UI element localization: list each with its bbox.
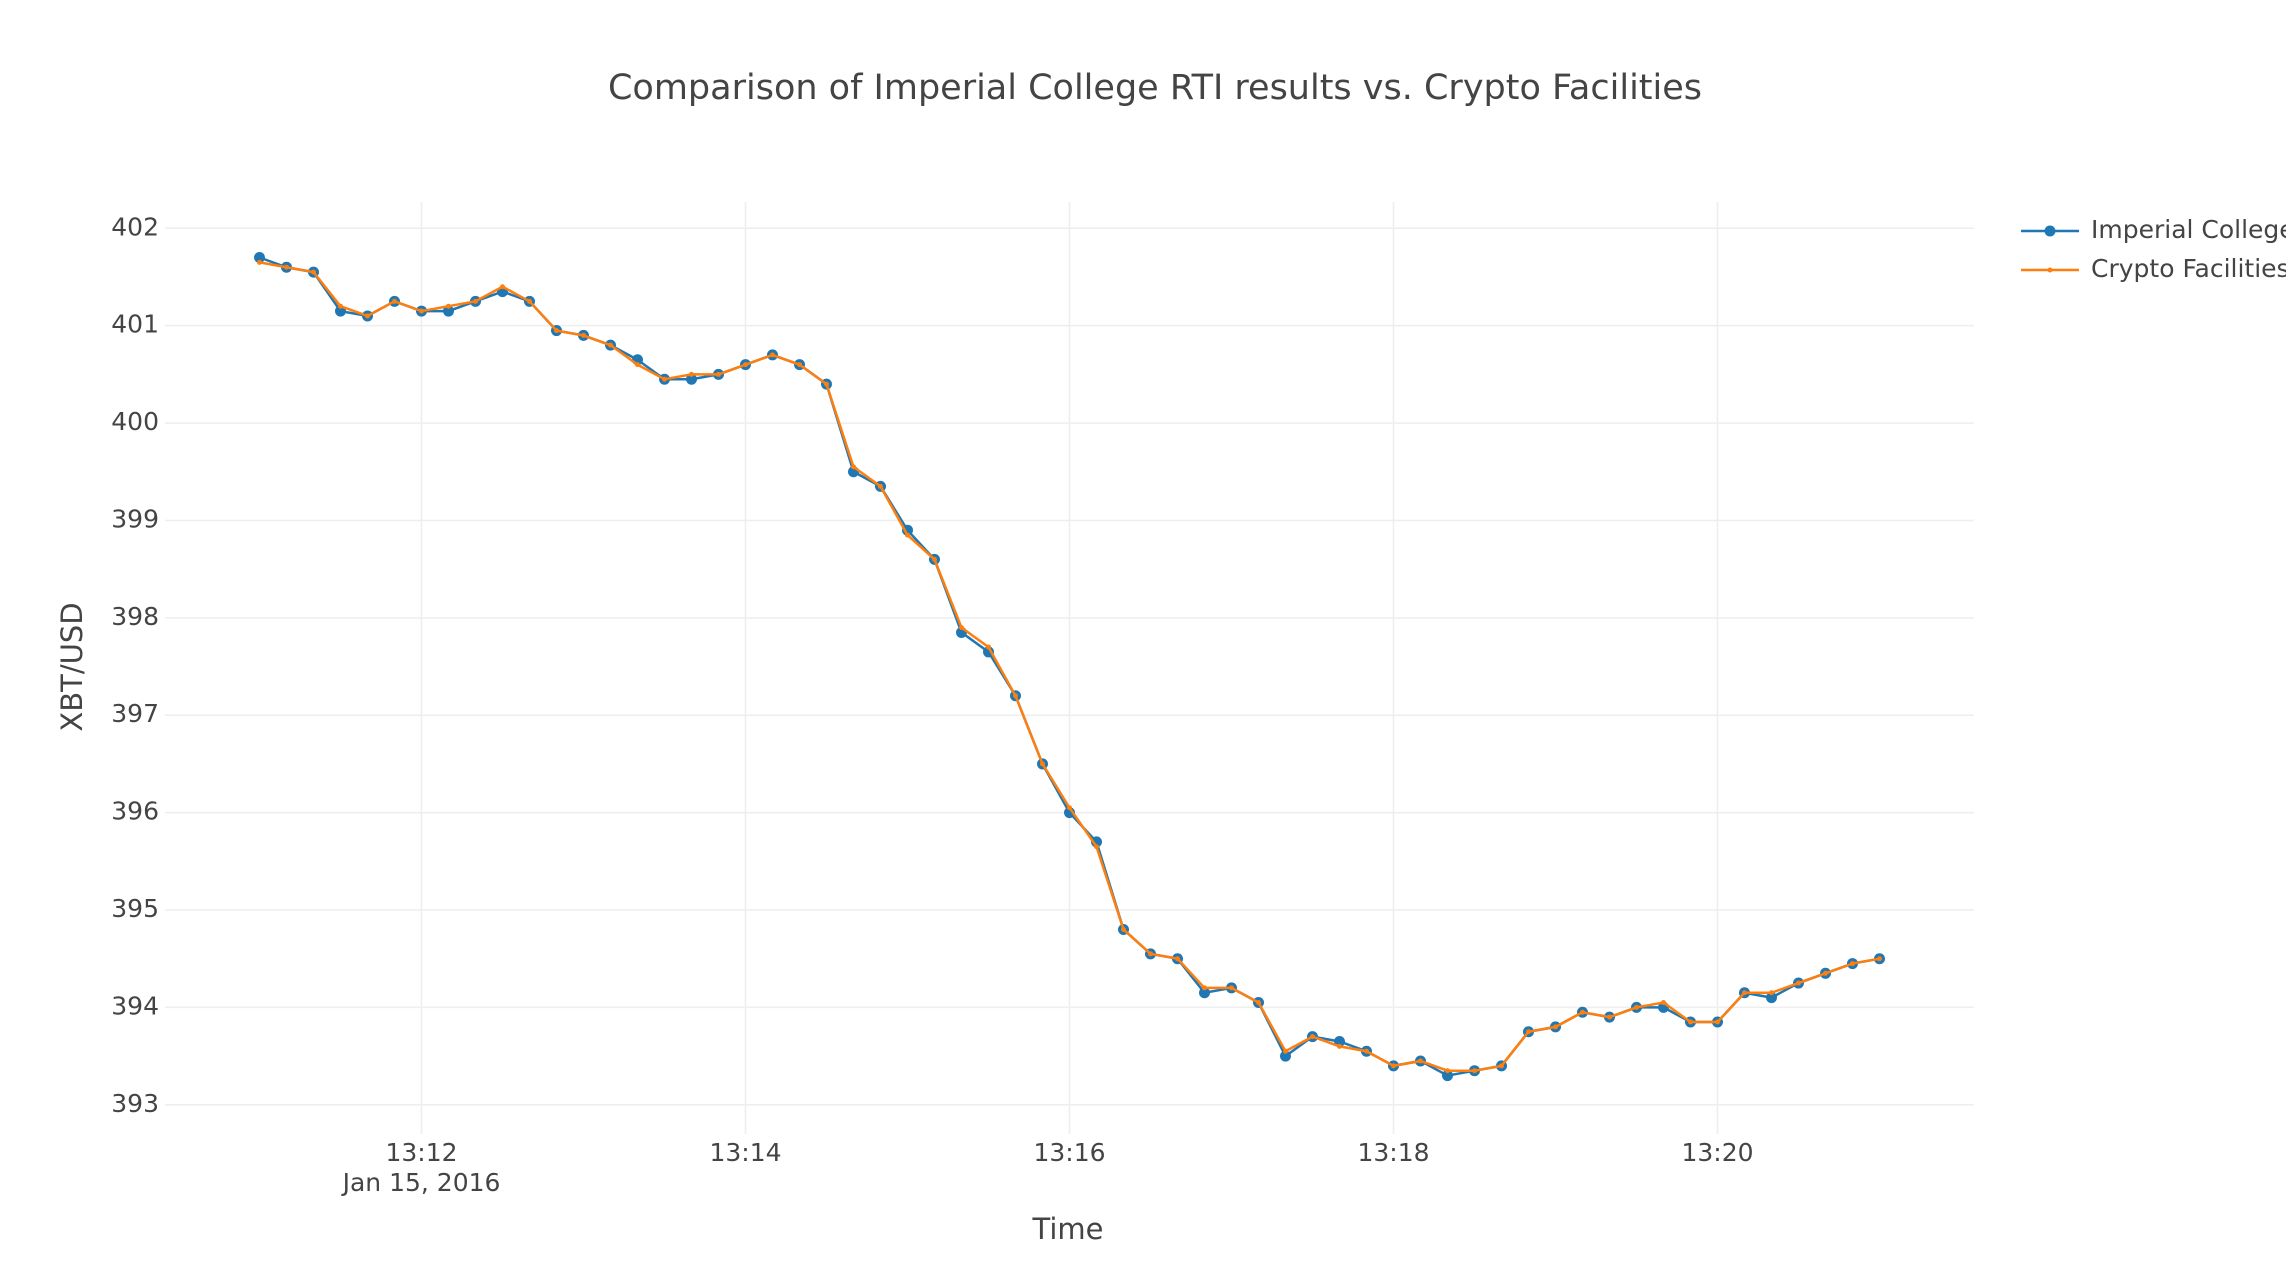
y-tick-label: 396	[111, 797, 159, 826]
x-date-label: Jan 15, 2016	[341, 1168, 501, 1197]
marker	[902, 524, 913, 536]
marker	[1418, 1058, 1423, 1064]
marker	[878, 483, 883, 489]
legend-marker	[2044, 225, 2056, 237]
marker	[1199, 987, 1210, 999]
marker	[554, 328, 559, 334]
x-tick-label: 13:18	[1357, 1138, 1429, 1167]
marker	[1337, 1043, 1342, 1049]
marker	[338, 303, 343, 309]
marker	[1661, 1000, 1666, 1006]
marker	[1283, 1048, 1288, 1054]
marker	[500, 284, 505, 290]
marker	[662, 376, 667, 382]
y-tick-label: 400	[111, 407, 159, 436]
marker	[1040, 761, 1045, 767]
marker	[983, 646, 994, 658]
marker	[1526, 1029, 1531, 1035]
y-tick-label: 401	[111, 310, 159, 339]
marker	[1742, 990, 1747, 996]
x-tick-label: 13:12	[385, 1138, 457, 1167]
marker	[1796, 980, 1801, 986]
marker	[635, 362, 640, 368]
marker	[1229, 985, 1234, 991]
marker	[446, 303, 451, 309]
marker	[959, 625, 964, 631]
x-axis-title: Time	[1032, 1212, 1104, 1246]
marker	[1715, 1019, 1720, 1025]
marker	[257, 259, 262, 265]
chart-title: Comparison of Imperial College RTI resul…	[608, 68, 1702, 108]
y-tick-label: 394	[111, 991, 159, 1020]
marker	[1175, 956, 1180, 962]
y-tick-label: 395	[111, 894, 159, 923]
marker	[392, 298, 397, 304]
x-tick-label: 13:20	[1681, 1138, 1753, 1167]
y-tick-label: 398	[111, 602, 159, 631]
marker	[689, 371, 694, 377]
marker	[443, 305, 454, 317]
marker	[1634, 1004, 1639, 1010]
marker	[1499, 1063, 1504, 1069]
marker	[1280, 1050, 1291, 1062]
marker	[716, 371, 721, 377]
marker	[1553, 1024, 1558, 1030]
marker	[1823, 970, 1828, 976]
marker	[1766, 992, 1777, 1004]
marker	[1256, 1000, 1261, 1006]
marker	[905, 532, 910, 538]
marker	[473, 298, 478, 304]
marker	[1094, 844, 1099, 850]
marker	[1202, 985, 1207, 991]
marker	[608, 342, 613, 348]
marker	[1445, 1068, 1450, 1074]
legend-marker	[2047, 267, 2053, 273]
x-tick-label: 13:14	[709, 1138, 781, 1167]
y-tick-label: 397	[111, 699, 159, 728]
marker	[1850, 961, 1855, 967]
marker	[1769, 990, 1774, 996]
marker	[1688, 1019, 1693, 1025]
marker	[1391, 1063, 1396, 1069]
legend-label: Crypto Facilities	[2091, 254, 2286, 283]
marker	[419, 308, 424, 314]
y-tick-label: 399	[111, 504, 159, 533]
marker	[1310, 1034, 1315, 1040]
marker	[986, 644, 991, 650]
y-tick-label: 393	[111, 1089, 159, 1118]
marker	[1580, 1009, 1585, 1015]
series	[257, 259, 1882, 1074]
legend-label: Imperial College	[2091, 215, 2286, 244]
marker	[824, 381, 829, 387]
marker	[1364, 1048, 1369, 1054]
x-tick-label: 13:16	[1033, 1138, 1105, 1167]
marker	[365, 313, 370, 319]
y-tick-label: 402	[111, 212, 159, 241]
marker	[1067, 805, 1072, 811]
marker	[1442, 1070, 1453, 1082]
marker	[1013, 693, 1018, 699]
marker	[1472, 1068, 1477, 1074]
marker	[1607, 1014, 1612, 1020]
marker	[851, 464, 856, 470]
marker	[311, 269, 316, 275]
marker	[770, 352, 775, 358]
marker	[1121, 926, 1126, 932]
marker	[743, 362, 748, 368]
marker	[797, 362, 802, 368]
marker	[527, 298, 532, 304]
marker	[254, 252, 265, 264]
marker	[581, 332, 586, 338]
marker	[932, 556, 937, 562]
marker	[1877, 956, 1882, 962]
marker	[284, 264, 289, 270]
marker	[686, 373, 697, 385]
marker	[1148, 951, 1153, 957]
y-axis-title: XBT/USD	[55, 602, 89, 731]
